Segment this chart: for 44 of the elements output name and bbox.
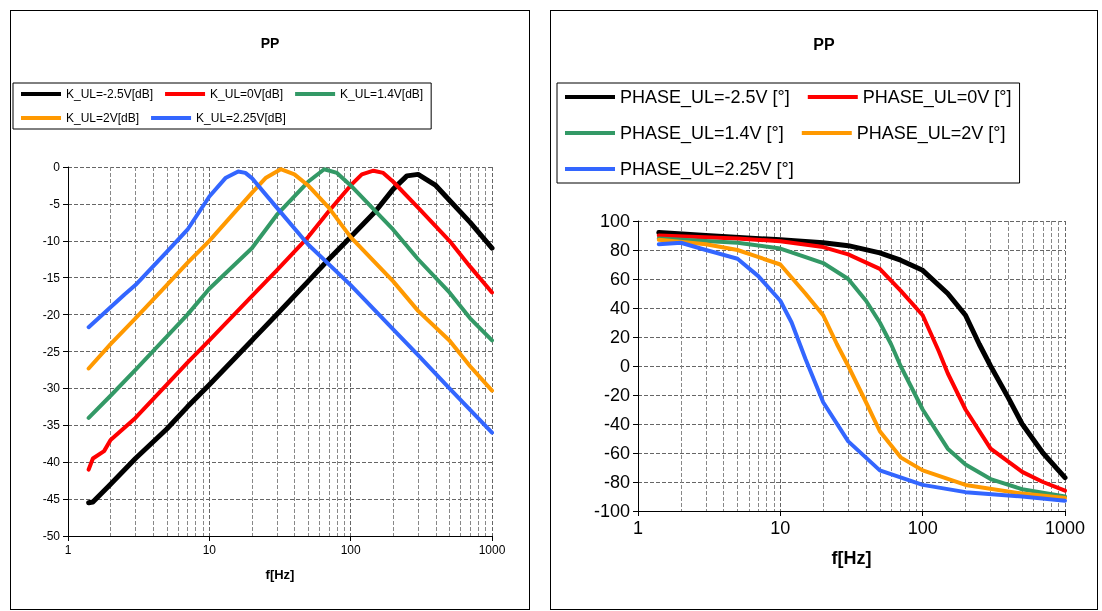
chart-title: PP xyxy=(813,35,835,53)
y-tick-label: -10 xyxy=(42,233,61,248)
y-tick-label: -50 xyxy=(42,529,61,543)
x-tick-label: 1 xyxy=(632,518,644,538)
x-axis-title: f[Hz] xyxy=(831,548,872,568)
y-tick-label: 20 xyxy=(609,327,630,347)
x-tick-label: 100 xyxy=(340,543,361,557)
x-tick-label: 10 xyxy=(770,518,791,538)
legend-label: PHASE_UL=1.4V [°] xyxy=(620,123,784,144)
y-tick-label: -80 xyxy=(603,472,630,492)
y-tick-label: -20 xyxy=(603,385,630,405)
chart-title: PP xyxy=(260,35,280,51)
x-tick-label: 10 xyxy=(202,543,217,557)
legend-label: PHASE_UL=2.25V [°] xyxy=(620,159,794,180)
y-tick-label: 60 xyxy=(609,269,630,289)
y-tick-label: -30 xyxy=(42,381,61,396)
legend-label: K_UL=2V[dB] xyxy=(66,111,140,125)
y-tick-label: -40 xyxy=(603,414,630,434)
legend-label: K_UL=1.4V[dB] xyxy=(340,87,424,101)
y-tick-label: 0 xyxy=(619,356,630,376)
y-tick-label: -20 xyxy=(42,307,61,322)
x-axis-title: f[Hz] xyxy=(265,567,295,582)
x-tick-label: 1000 xyxy=(1044,518,1086,538)
y-tick-label: -25 xyxy=(42,344,61,359)
y-tick-label: -5 xyxy=(49,196,61,211)
y-tick-label: -100 xyxy=(593,501,630,521)
y-tick-label: -40 xyxy=(42,455,61,470)
y-tick-label: -15 xyxy=(42,270,61,285)
y-tick-label: 0 xyxy=(53,160,61,174)
legend-label: K_UL=-2.5V[dB] xyxy=(66,87,154,101)
y-tick-label: -45 xyxy=(42,492,61,507)
y-tick-label: 100 xyxy=(599,211,630,231)
x-tick-label: 100 xyxy=(907,518,938,538)
legend-label: K_UL=2.25V[dB] xyxy=(196,111,286,125)
legend-label: PHASE_UL=0V [°] xyxy=(862,87,1012,108)
x-tick-label: 1000 xyxy=(478,543,506,557)
y-tick-label: 40 xyxy=(609,298,630,318)
legend-label: PHASE_UL=-2.5V [°] xyxy=(620,87,790,108)
legend-label: PHASE_UL=2V [°] xyxy=(856,123,1006,144)
y-tick-label: -35 xyxy=(42,418,61,433)
legend-label: K_UL=0V[dB] xyxy=(210,87,284,101)
x-tick-label: 1 xyxy=(64,543,72,557)
y-tick-label: -60 xyxy=(603,443,630,463)
y-tick-label: 80 xyxy=(609,240,630,260)
